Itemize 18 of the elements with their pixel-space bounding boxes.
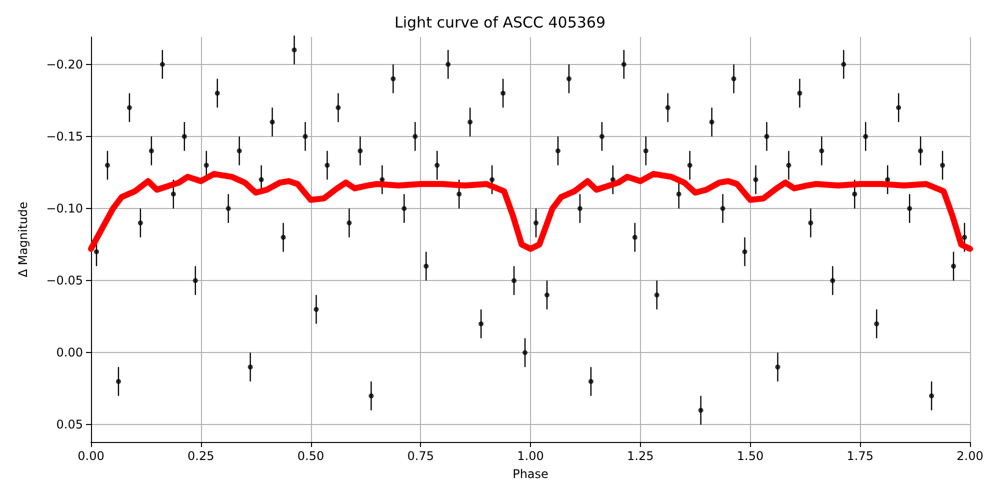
x-tick-label: 1.25 bbox=[627, 449, 654, 463]
x-tick-label: 1.75 bbox=[846, 449, 874, 463]
y-tick-label: −0.15 bbox=[46, 129, 83, 144]
chart-title: Light curve of ASCC 405369 bbox=[394, 14, 606, 32]
y-tick-label: −0.05 bbox=[46, 274, 83, 288]
y-tick-label: −0.20 bbox=[46, 57, 83, 72]
y-tick-label: 0.05 bbox=[56, 418, 83, 432]
x-tick-label: 1.50 bbox=[736, 449, 764, 463]
y-axis-title: Δ Magnitude bbox=[16, 202, 30, 278]
x-axis-title: Phase bbox=[512, 467, 548, 481]
x-tick-label: 0.25 bbox=[188, 449, 214, 463]
x-tick-label: 0.75 bbox=[407, 449, 434, 463]
x-tick-label: 0.00 bbox=[78, 449, 104, 463]
y-tick-label: 0.00 bbox=[56, 346, 83, 360]
x-tick-label: 1.00 bbox=[517, 449, 544, 463]
x-tick-label: 0.50 bbox=[297, 449, 324, 463]
y-tick-label: −0.10 bbox=[46, 202, 83, 216]
x-tick-label: 2.00 bbox=[956, 449, 984, 463]
